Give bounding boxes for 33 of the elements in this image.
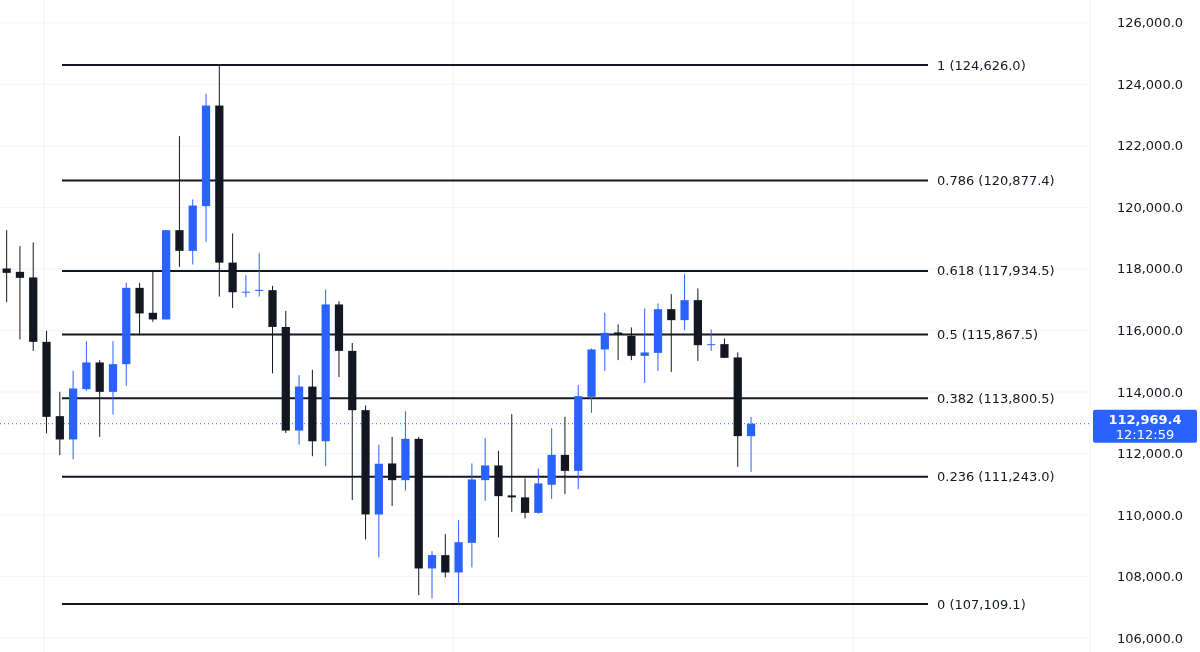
y-tick-label: 122,000.0 bbox=[1116, 138, 1184, 154]
y-tick-label: 116,000.0 bbox=[1116, 323, 1184, 339]
ref-line-label: 0.236 (111,243.0) bbox=[937, 469, 1055, 485]
candlestick bbox=[720, 337, 729, 359]
candlestick bbox=[600, 312, 609, 372]
y-tick-label: 112,000.0 bbox=[1116, 446, 1184, 462]
candlestick bbox=[2, 229, 11, 303]
y-tick-label: 114,000.0 bbox=[1116, 384, 1184, 400]
candlestick bbox=[707, 328, 716, 352]
candlestick bbox=[55, 391, 64, 456]
candlestick bbox=[15, 245, 25, 340]
ref-line-label: 1 (124,626.0) bbox=[937, 57, 1026, 73]
ref-line-label: 0.382 (113,800.5) bbox=[937, 390, 1055, 406]
candlestick bbox=[680, 273, 689, 331]
ref-line-label: 0.5 (115,867.5) bbox=[937, 327, 1039, 343]
candlestick bbox=[640, 307, 649, 384]
candlestick bbox=[241, 274, 251, 298]
ref-line-label: 0.786 (120,877.4) bbox=[937, 172, 1055, 188]
y-tick-label: 126,000.0 bbox=[1116, 15, 1184, 31]
candlestick bbox=[441, 533, 450, 578]
y-tick-label: 118,000.0 bbox=[1116, 261, 1184, 277]
ref-line-label: 0.618 (117,934.5) bbox=[937, 263, 1055, 279]
candlestick bbox=[481, 437, 490, 502]
candlestick bbox=[255, 252, 264, 298]
y-tick-label: 108,000.0 bbox=[1116, 569, 1184, 585]
y-tick-label: 106,000.0 bbox=[1116, 630, 1184, 646]
ref-line-label: 112,969.4 bbox=[1108, 412, 1182, 428]
ref-line-label: 0 (107,109.1) bbox=[937, 596, 1026, 612]
y-tick-label: 110,000.0 bbox=[1116, 507, 1184, 523]
y-tick-label: 124,000.0 bbox=[1116, 76, 1184, 92]
y-tick-label: 120,000.0 bbox=[1116, 199, 1184, 215]
text: 12:12:59 bbox=[1115, 427, 1175, 443]
candlestick bbox=[427, 550, 437, 599]
